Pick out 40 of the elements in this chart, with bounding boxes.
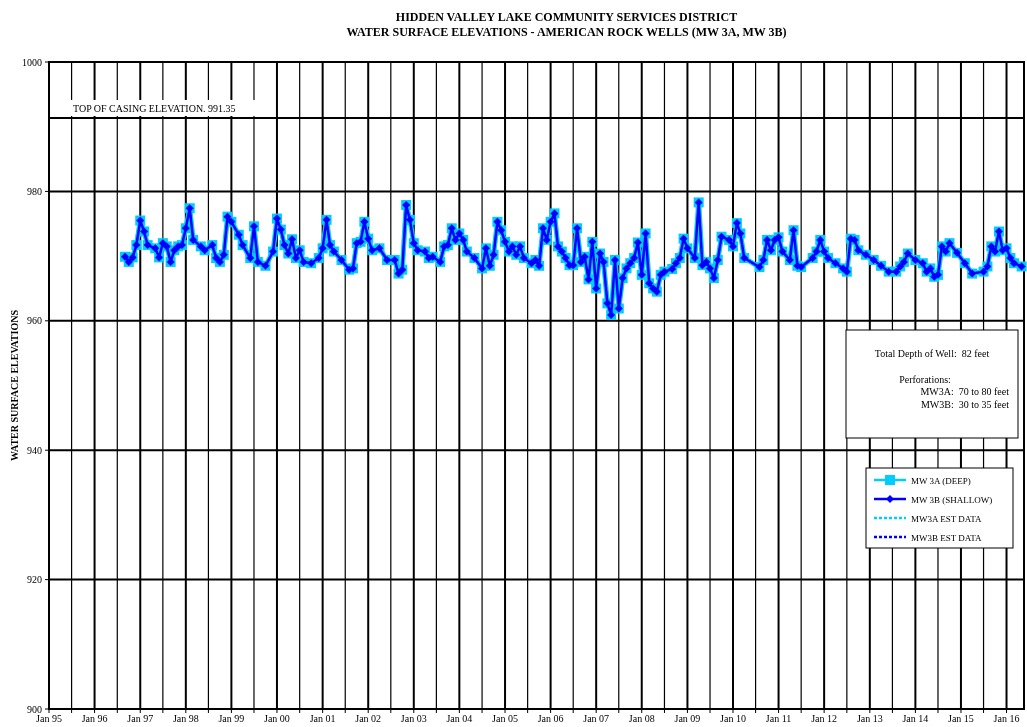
x-tick-label: Jan 09	[674, 713, 701, 724]
y-tick-label: 980	[27, 185, 42, 197]
legend-label: MW 3A (DEEP)	[911, 475, 971, 486]
y-axis-title: WATER SURFACE ELEVATIONS	[9, 309, 20, 461]
y-tick-label: 940	[27, 444, 42, 456]
x-tick-label: Jan 06	[537, 713, 564, 724]
x-tick-label: Jan 96	[81, 713, 108, 724]
annotation: Perforations:	[899, 374, 951, 385]
x-tick-label: Jan 95	[36, 713, 62, 724]
y-tick-label: 960	[27, 315, 42, 327]
y-tick-label: 900	[27, 703, 42, 715]
ref-line-label: TOP OF CASING ELEVATION. 991.35	[73, 102, 236, 114]
x-tick-label: Jan 01	[309, 713, 336, 724]
x-tick-label: Jan 14	[902, 713, 929, 724]
x-tick-label: Jan 13	[856, 713, 883, 724]
y-tick-label: 920	[27, 574, 42, 586]
legend-label: MW 3B (SHALLOW)	[911, 494, 993, 505]
x-tick-label: Jan 05	[492, 713, 518, 724]
x-tick-label: Jan 16	[993, 713, 1020, 724]
x-tick-label: Jan 15	[948, 713, 974, 724]
annotation: MW3A: 70 to 80 feet	[920, 386, 1010, 397]
chart-title: HIDDEN VALLEY LAKE COMMUNITY SERVICES DISTRICT	[395, 10, 738, 24]
x-tick-label: Jan 03	[400, 713, 427, 724]
x-tick-label: Jan 98	[172, 713, 199, 724]
chart-subtitle: WATER SURFACE ELEVATIONS - AMERICAN ROCK WELLS (MW 3A, MW 3B)	[346, 25, 787, 39]
x-tick-label: Jan 99	[218, 713, 245, 724]
annotation: MW3B: 30 to 35 feet	[920, 399, 1010, 410]
annotation: Total Depth of Well: 82 feet	[874, 348, 990, 359]
x-tick-label: Jan 02	[355, 713, 382, 724]
x-tick-label: Jan 12	[811, 713, 838, 724]
legend-label: MW3B EST DATA	[911, 532, 983, 543]
x-tick-label: Jan 97	[127, 713, 154, 724]
x-tick-label: Jan 08	[628, 713, 655, 724]
x-tick-label: Jan 10	[720, 713, 746, 724]
legend-label: MW3A EST DATA	[911, 513, 983, 524]
x-tick-label: Jan 11	[765, 713, 792, 724]
y-tick-label: 1000	[22, 56, 42, 68]
x-tick-label: Jan 00	[264, 713, 290, 724]
x-tick-label: Jan 07	[583, 713, 610, 724]
x-tick-label: Jan 04	[446, 713, 473, 724]
